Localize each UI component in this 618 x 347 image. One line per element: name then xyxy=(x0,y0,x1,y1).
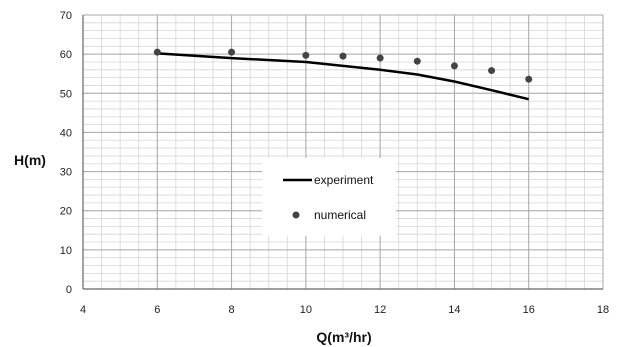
legend-numerical-label: numerical xyxy=(314,208,366,222)
y-tick-label: 30 xyxy=(60,167,72,179)
series-numerical-point xyxy=(488,67,496,75)
series-numerical-point xyxy=(339,52,347,60)
y-tick-label: 50 xyxy=(60,88,72,100)
legend: experiment numerical xyxy=(262,158,396,236)
series-numerical-point xyxy=(153,48,161,56)
x-tick-label: 4 xyxy=(80,304,86,316)
axes xyxy=(82,15,603,290)
series-numerical-point xyxy=(450,62,458,70)
y-tick-label: 20 xyxy=(60,206,72,218)
y-axis-label: H(m) xyxy=(14,152,46,168)
x-tick-label: 18 xyxy=(597,304,609,316)
x-tick-label: 8 xyxy=(229,304,235,316)
series-experiment-line xyxy=(157,52,529,101)
y-tick-label: 10 xyxy=(60,245,72,257)
y-tick-labels: 0 10 20 30 40 50 60 70 xyxy=(60,10,72,296)
series-numerical-point xyxy=(228,48,236,56)
x-axis-label: Q(m³/hr) xyxy=(316,329,371,345)
legend-numerical-marker xyxy=(292,211,300,219)
x-tick-label: 12 xyxy=(374,304,386,316)
legend-box xyxy=(262,158,396,236)
series-numerical-point xyxy=(302,51,310,59)
y-tick-label: 60 xyxy=(60,49,72,61)
y-tick-label: 40 xyxy=(60,127,72,139)
series-numerical-point xyxy=(413,57,421,65)
series-numerical-point xyxy=(376,54,384,62)
x-tick-labels: 4 6 8 10 12 14 16 18 xyxy=(80,304,609,316)
x-tick-label: 14 xyxy=(448,304,460,316)
x-tick-label: 16 xyxy=(523,304,535,316)
series-numerical-point xyxy=(525,75,533,83)
legend-experiment-label: experiment xyxy=(314,173,374,187)
y-tick-label: 70 xyxy=(60,10,72,22)
x-tick-label: 10 xyxy=(300,304,312,316)
x-tick-label: 6 xyxy=(154,304,160,316)
series-layer xyxy=(153,48,533,101)
y-tick-label: 0 xyxy=(66,284,72,296)
